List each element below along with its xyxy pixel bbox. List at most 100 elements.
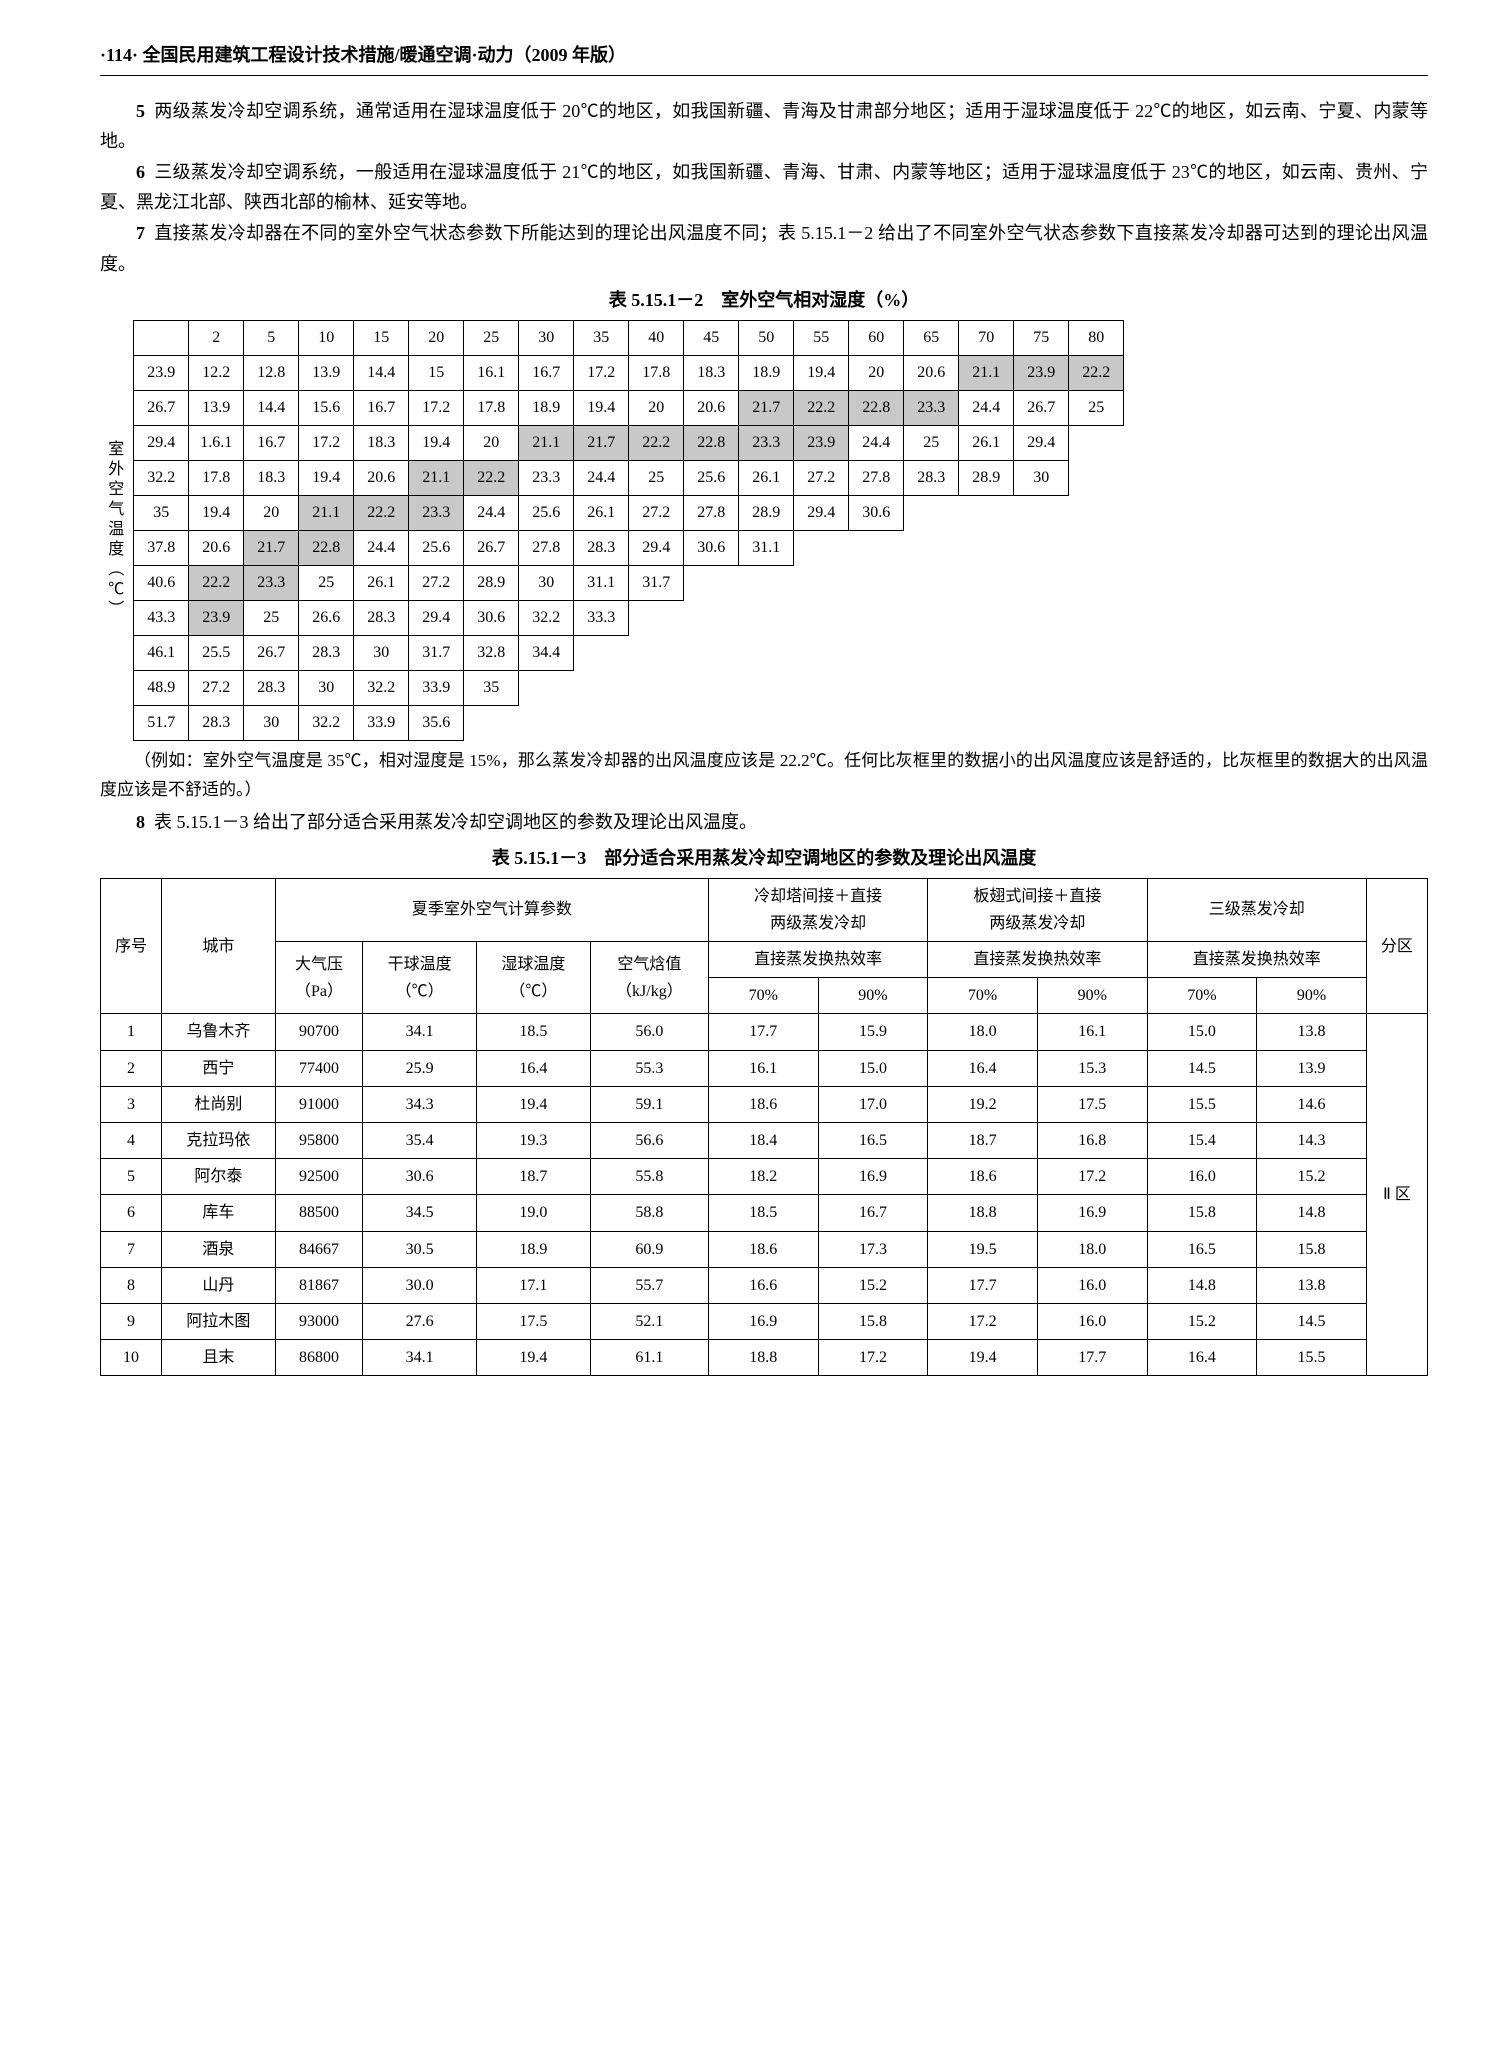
- t1-cell: 15: [409, 355, 464, 390]
- t1-col-header: 50: [739, 320, 794, 355]
- t1-cell: 24.4: [849, 425, 904, 460]
- t1-cell: [904, 530, 959, 565]
- t1-cell: 28.3: [904, 460, 959, 495]
- t2-cell: 西宁: [162, 1050, 276, 1086]
- t1-cell: [794, 530, 849, 565]
- t1-cell: 32.8: [464, 635, 519, 670]
- para-num: 7: [136, 223, 145, 243]
- t1-col-header: 65: [904, 320, 959, 355]
- t2-header: 直接蒸发换热效率: [708, 942, 927, 978]
- t2-cell: 5: [101, 1159, 162, 1195]
- header-rule: [100, 75, 1428, 76]
- t2-cell: 14.3: [1257, 1123, 1367, 1159]
- t1-cell: 29.4: [1014, 425, 1069, 460]
- t1-cell: 27.2: [409, 565, 464, 600]
- t1-cell: [464, 705, 519, 740]
- t1-cell: 18.3: [354, 425, 409, 460]
- t1-cell: 29.4: [409, 600, 464, 635]
- t1-cell: 31.1: [739, 530, 794, 565]
- t1-cell: 19.4: [574, 390, 629, 425]
- t1-cell: 31.7: [409, 635, 464, 670]
- t2-cell: 84667: [275, 1231, 362, 1267]
- t1-cell: 20: [464, 425, 519, 460]
- t1-cell: [629, 670, 684, 705]
- t1-col-header: 20: [409, 320, 464, 355]
- para-7: 7直接蒸发冷却器在不同的室外空气状态参数下所能达到的理论出风温度不同；表 5.1…: [100, 218, 1428, 279]
- t1-cell: 35: [464, 670, 519, 705]
- t2-cell: 18.4: [708, 1123, 818, 1159]
- t1-cell: [574, 705, 629, 740]
- t1-cell: [1069, 705, 1124, 740]
- t1-cell: [959, 565, 1014, 600]
- t1-cell: 21.7: [244, 530, 299, 565]
- t2-cell: 克拉玛依: [162, 1123, 276, 1159]
- t1-cell: [904, 600, 959, 635]
- t2-cell: 且末: [162, 1340, 276, 1376]
- t2-cell: 7: [101, 1231, 162, 1267]
- t2-header: 70%: [1147, 978, 1257, 1014]
- t1-cell: 26.1: [574, 495, 629, 530]
- table2-title: 表 5.15.1－3 部分适合采用蒸发冷却空调地区的参数及理论出风温度: [100, 843, 1428, 874]
- t2-cell: 10: [101, 1340, 162, 1376]
- t1-cell: [1069, 530, 1124, 565]
- t2-cell: 30.6: [363, 1159, 477, 1195]
- t1-cell: 28.9: [464, 565, 519, 600]
- t2-cell: 34.1: [363, 1340, 477, 1376]
- t2-cell: 16.9: [708, 1303, 818, 1339]
- t1-col-header: 75: [1014, 320, 1069, 355]
- t1-cell: 21.1: [519, 425, 574, 460]
- page-header: ·114· 全国民用建筑工程设计技术措施/暖通空调·动力（2009 年版）: [100, 40, 1428, 71]
- t1-cell: [904, 565, 959, 600]
- t1-cell: 22.8: [299, 530, 354, 565]
- table1-title: 表 5.15.1－2 室外空气相对湿度（%）: [100, 285, 1428, 316]
- t1-cell: 21.7: [739, 390, 794, 425]
- t1-cell: 20: [629, 390, 684, 425]
- t1-cell: [1069, 600, 1124, 635]
- t1-cell: 23.3: [739, 425, 794, 460]
- t1-cell: [1069, 425, 1124, 460]
- t1-row-label: 26.7: [134, 390, 189, 425]
- t1-cell: [904, 635, 959, 670]
- t1-col-header: 60: [849, 320, 904, 355]
- t1-cell: 25: [904, 425, 959, 460]
- t2-cell: 18.2: [708, 1159, 818, 1195]
- t1-row-label: 35: [134, 495, 189, 530]
- t2-cell: 88500: [275, 1195, 362, 1231]
- t1-cell: 1.6.1: [189, 425, 244, 460]
- t2-cell: 58.8: [590, 1195, 708, 1231]
- t2-cell: 18.0: [1037, 1231, 1147, 1267]
- t2-cell: 4: [101, 1123, 162, 1159]
- t2-row: 2西宁7740025.916.455.316.115.016.415.314.5…: [101, 1050, 1428, 1086]
- t1-cell: 25: [244, 600, 299, 635]
- t2-cell: 6: [101, 1195, 162, 1231]
- t2-cell: 16.6: [708, 1267, 818, 1303]
- t1-cell: 21.1: [299, 495, 354, 530]
- t2-row: 1乌鲁木齐9070034.118.556.017.715.918.016.115…: [101, 1014, 1428, 1050]
- t1-col-header: 10: [299, 320, 354, 355]
- para-6: 6三级蒸发冷却空调系统，一般适用在湿球温度低于 21℃的地区，如我国新疆、青海、…: [100, 157, 1428, 218]
- t2-cell: 17.2: [818, 1340, 928, 1376]
- t1-cell: [849, 670, 904, 705]
- t2-cell: 杜尚别: [162, 1086, 276, 1122]
- t1-cell: 29.4: [794, 495, 849, 530]
- t1-cell: 33.3: [574, 600, 629, 635]
- table1-note: （例如：室外空气温度是 35℃，相对湿度是 15%，那么蒸发冷却器的出风温度应该…: [100, 747, 1428, 805]
- t1-cell: 27.2: [629, 495, 684, 530]
- t1-cell: 17.8: [629, 355, 684, 390]
- t2-cell: 18.7: [477, 1159, 591, 1195]
- t2-header: 90%: [1257, 978, 1367, 1014]
- t1-cell: 30: [299, 670, 354, 705]
- t2-cell: 17.7: [708, 1014, 818, 1050]
- t2-header: 70%: [708, 978, 818, 1014]
- t1-row-label: 51.7: [134, 705, 189, 740]
- t2-cell: 16.0: [1037, 1267, 1147, 1303]
- t1-cell: 15.6: [299, 390, 354, 425]
- t1-cell: [1069, 635, 1124, 670]
- t1-col-header: 70: [959, 320, 1014, 355]
- t2-cell: 59.1: [590, 1086, 708, 1122]
- t1-row-label: 46.1: [134, 635, 189, 670]
- t1-cell: 31.1: [574, 565, 629, 600]
- t1-col-header: 45: [684, 320, 739, 355]
- t1-cell: [1014, 670, 1069, 705]
- t1-cell: 27.2: [189, 670, 244, 705]
